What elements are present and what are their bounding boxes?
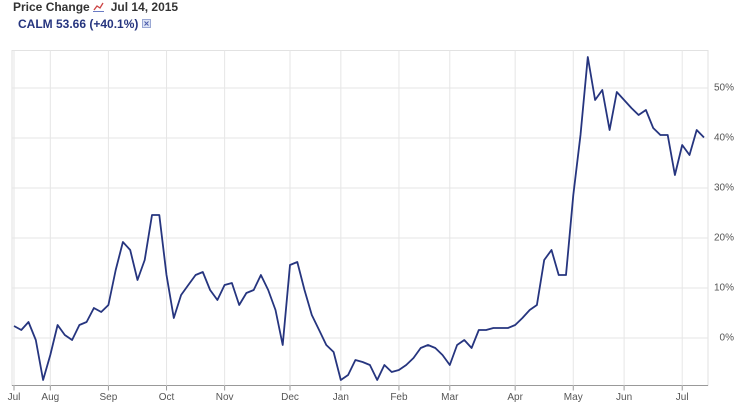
y-tick-label: 10% bbox=[714, 283, 734, 294]
x-tick-label: Jan bbox=[333, 392, 349, 403]
legend: CALM 53.66 (+40.1%) bbox=[18, 17, 151, 31]
x-tick-label: Jul bbox=[8, 392, 21, 403]
title: Price Change bbox=[13, 0, 90, 14]
plot-border bbox=[11, 50, 709, 386]
x-tick-label: Oct bbox=[159, 392, 175, 403]
chart-icon bbox=[93, 2, 105, 12]
x-tick-label: Dec bbox=[281, 392, 299, 403]
y-tick-label: 0% bbox=[720, 333, 735, 344]
y-tick-label: 30% bbox=[714, 183, 734, 194]
remove-icon[interactable] bbox=[141, 19, 151, 28]
x-tick-label: Jul bbox=[676, 392, 689, 403]
x-tick-label: Sep bbox=[100, 392, 118, 403]
header: Price Change Jul 14, 2015 bbox=[13, 0, 178, 14]
x-tick-label: May bbox=[564, 392, 583, 403]
x-tick-label: Nov bbox=[216, 392, 234, 403]
y-tick-label: 20% bbox=[714, 233, 734, 244]
price-line bbox=[13, 56, 705, 381]
x-tick-label: Apr bbox=[507, 392, 523, 403]
date: Jul 14, 2015 bbox=[110, 0, 179, 14]
y-tick-label: 50% bbox=[714, 83, 734, 94]
x-tick-label: Mar bbox=[441, 392, 459, 403]
x-tick-label: Feb bbox=[390, 392, 408, 403]
x-tick-label: Aug bbox=[41, 392, 59, 403]
y-tick-label: 40% bbox=[714, 133, 734, 144]
legend-entry: CALM 53.66 (+40.1%) bbox=[18, 17, 139, 31]
x-tick-label: Jun bbox=[616, 392, 632, 403]
